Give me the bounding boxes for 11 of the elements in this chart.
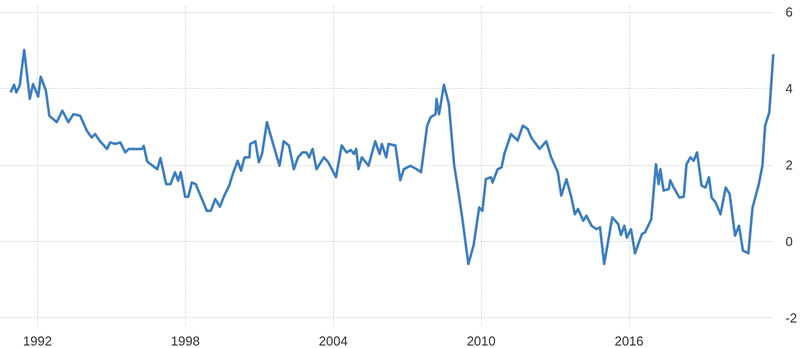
y-tick-label: 6 [786,4,793,20]
x-tick-label: 2016 [614,334,644,348]
x-tick-label: 1992 [23,334,52,348]
x-tick-label: 2004 [318,334,348,348]
y-tick-label: 0 [786,234,793,249]
y-tick-label: 4 [786,81,793,96]
x-tick-label: 1998 [170,334,200,348]
y-tick-label: -2 [786,310,798,326]
line-series [9,48,774,266]
y-tick-label: 2 [786,158,793,172]
x-tick-label: 2010 [466,334,496,348]
